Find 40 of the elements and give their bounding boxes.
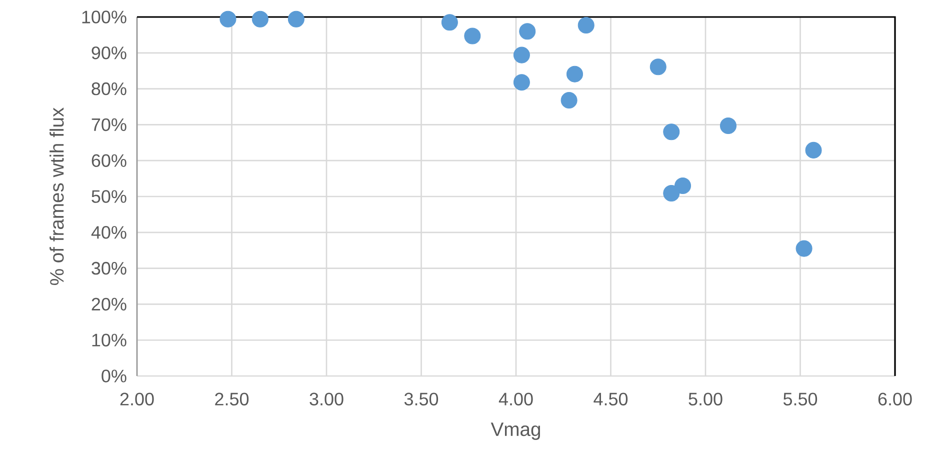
point — [519, 23, 536, 40]
x-axis-title: Vmag — [490, 422, 540, 440]
point — [578, 16, 594, 34]
y-tick-label: 10% — [92, 334, 126, 346]
point — [513, 74, 530, 91]
point — [566, 66, 584, 82]
x-tick-label: 2.00 — [120, 392, 154, 406]
y-tick-label: 60% — [92, 154, 126, 167]
point — [720, 118, 737, 134]
x-tick-label: 4.50 — [594, 392, 628, 406]
y-tick-label: 90% — [92, 46, 126, 60]
point — [441, 14, 458, 31]
y-axis-title: % of frames wtih flux — [50, 108, 64, 285]
y-tick-label: 20% — [92, 298, 126, 311]
y-tick-label: 40% — [91, 226, 126, 239]
y-tick-label: 100% — [82, 10, 126, 24]
point — [560, 92, 578, 109]
y-tick-label: 50% — [92, 190, 126, 203]
point — [663, 124, 680, 140]
point — [464, 28, 481, 44]
point — [650, 58, 666, 76]
point — [805, 142, 822, 158]
y-tick-label: 0% — [102, 370, 126, 382]
point — [674, 177, 692, 194]
point — [252, 10, 268, 28]
y-tick-label: 80% — [92, 82, 126, 96]
x-tick-label: 6.00 — [878, 392, 912, 406]
point — [220, 10, 236, 28]
x-tick-label: 4.00 — [498, 392, 533, 406]
x-tick-label: 3.00 — [310, 392, 344, 406]
x-tick-label: 5.50 — [783, 392, 818, 406]
point — [663, 185, 680, 202]
y-tick-label: 30% — [92, 262, 126, 275]
y-tick-label: 70% — [92, 118, 126, 132]
point — [513, 46, 530, 64]
x-tick-label: 2.50 — [215, 392, 249, 406]
point — [288, 10, 304, 28]
x-tick-label: 3.50 — [404, 392, 438, 406]
point — [796, 240, 812, 257]
x-tick-label: 5.00 — [688, 392, 722, 406]
